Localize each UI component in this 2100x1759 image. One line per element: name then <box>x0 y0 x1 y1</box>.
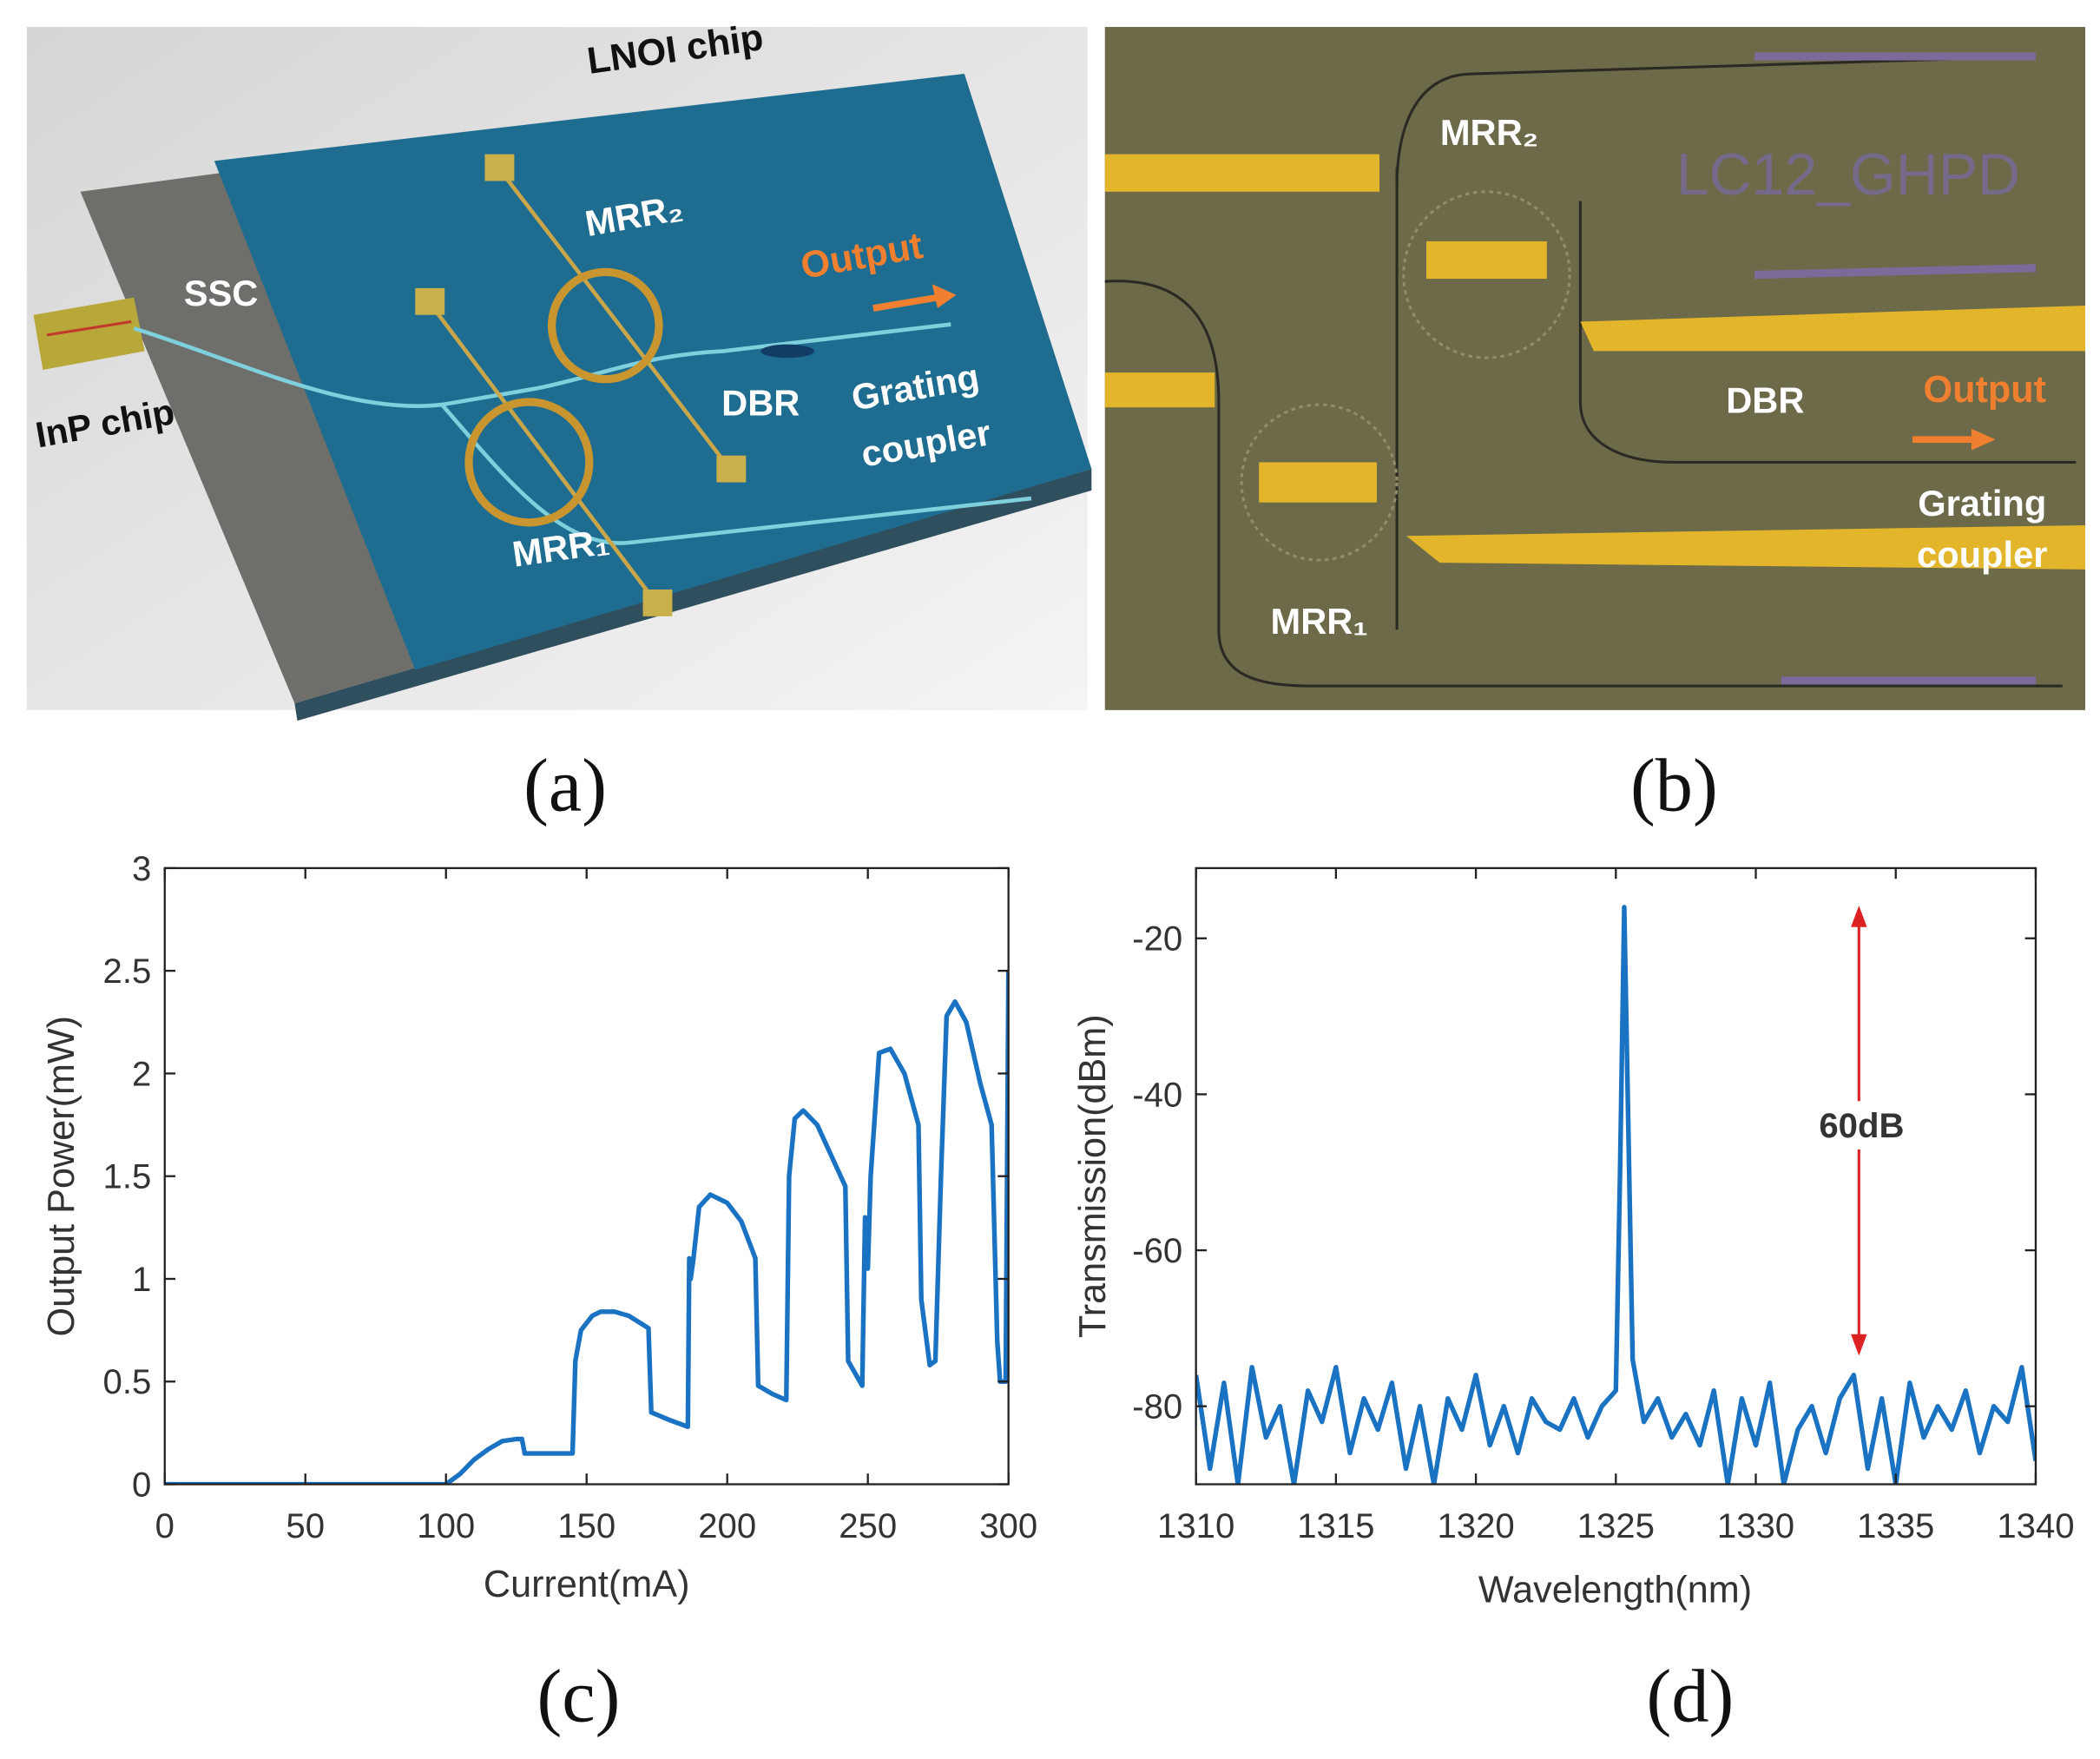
waveguide <box>133 322 951 408</box>
grating-label: coupler <box>1917 534 2047 575</box>
electrode <box>426 300 658 604</box>
y-tick-label: -20 <box>1132 920 1182 959</box>
panel-label: (d) <box>1647 1655 1735 1738</box>
y-tick-label: 2.5 <box>103 952 152 991</box>
x-tick-label: 1310 <box>1157 1507 1234 1545</box>
plot-area <box>1195 905 2036 1485</box>
x-tick-label: 1330 <box>1717 1507 1794 1545</box>
grating-coupler <box>1754 264 2037 280</box>
panel-a: LNOI chip SSC InP chip MRR₂ Output DBR G… <box>26 16 1092 827</box>
y-tick-label: -40 <box>1132 1076 1182 1114</box>
data-line <box>164 971 1009 1485</box>
electrode <box>1426 240 1547 280</box>
output-arrow <box>872 293 938 312</box>
electrode <box>1104 372 1215 408</box>
y-axis-title: Transmission(dBm) <box>1072 1014 1114 1338</box>
plot-area <box>164 971 1009 1485</box>
x-tick-label: 1335 <box>1857 1507 1934 1545</box>
x-tick-label: 1320 <box>1437 1507 1514 1545</box>
pad <box>716 455 747 483</box>
y-tick-label: 0.5 <box>103 1363 152 1401</box>
mrr1-label: MRR₁ <box>1271 601 1368 642</box>
data-line <box>1195 905 2036 1485</box>
dbr-label: DBR <box>1726 379 1804 420</box>
waveguide <box>1104 280 2063 688</box>
output-label: Output <box>1924 369 2047 411</box>
x-tick-label: 1315 <box>1297 1507 1374 1545</box>
x-tick-label: 1340 <box>1997 1507 2074 1545</box>
annotation-arrow-head <box>1851 1334 1867 1356</box>
y-tick-label: 2 <box>132 1055 151 1093</box>
electrode <box>1104 154 1380 192</box>
panel-label: (c) <box>537 1655 621 1738</box>
x-tick-label: 50 <box>286 1507 325 1545</box>
pad <box>642 589 673 616</box>
x-tick-label: 1325 <box>1577 1507 1655 1545</box>
x-tick-label: 0 <box>155 1507 174 1545</box>
dbr-label: DBR <box>721 382 800 423</box>
inp-chip <box>33 297 145 370</box>
inp-waveguide <box>46 320 132 337</box>
y-tick-label: 0 <box>132 1466 151 1504</box>
x-axis-title: Wavelength(nm) <box>1478 1569 1752 1611</box>
electrode <box>1259 462 1377 503</box>
grating-label: Grating <box>1918 483 2046 524</box>
x-tick-label: 300 <box>979 1507 1037 1545</box>
y-tick-label: 1 <box>132 1261 151 1299</box>
x-axis-title: Current(mA) <box>484 1564 690 1605</box>
panel-label: (b) <box>1630 744 1718 827</box>
ssc-label: SSC <box>184 273 259 313</box>
output-arrow-head <box>1971 428 1996 451</box>
waveguide <box>1578 201 2077 464</box>
x-tick-label: 100 <box>417 1507 475 1545</box>
annotation-arrow-head <box>1851 906 1867 927</box>
panel-b: LC12_GHPD MRR₂ DBR Output Grating couple… <box>1104 27 2086 827</box>
ring-mrr2 <box>547 267 663 384</box>
output-arrow-head <box>932 284 957 309</box>
dbr <box>760 344 814 359</box>
pad <box>484 154 515 181</box>
plot-frame <box>163 866 1010 1486</box>
panel-label: (a) <box>523 744 607 827</box>
mrr2-label: MRR₂ <box>1440 112 1538 153</box>
annotation: 60dB <box>1819 1107 1904 1145</box>
electrode <box>1580 305 2086 352</box>
ring-mrr1 <box>464 398 594 527</box>
y-tick-label: 1.5 <box>103 1158 152 1196</box>
ring-mrr2 <box>1402 190 1571 359</box>
electrode <box>497 166 732 471</box>
y-tick-label: -60 <box>1132 1232 1182 1270</box>
x-tick-label: 200 <box>698 1507 756 1545</box>
waveguide <box>1395 55 2036 188</box>
y-axis-title: Output Power(mW) <box>41 1016 82 1337</box>
chip-edge <box>294 469 1092 721</box>
panel-b-background <box>1104 27 2086 710</box>
pad <box>415 287 445 315</box>
chip-marking: LC12_GHPD <box>1676 142 2020 208</box>
ring-mrr1 <box>1240 403 1399 562</box>
annotation-background <box>1800 1101 1917 1150</box>
x-tick-label: 250 <box>839 1507 897 1545</box>
electrode <box>1405 524 2086 570</box>
x-tick-label: 150 <box>557 1507 616 1545</box>
y-tick-label: -80 <box>1132 1388 1182 1426</box>
y-tick-label: 3 <box>132 850 151 888</box>
